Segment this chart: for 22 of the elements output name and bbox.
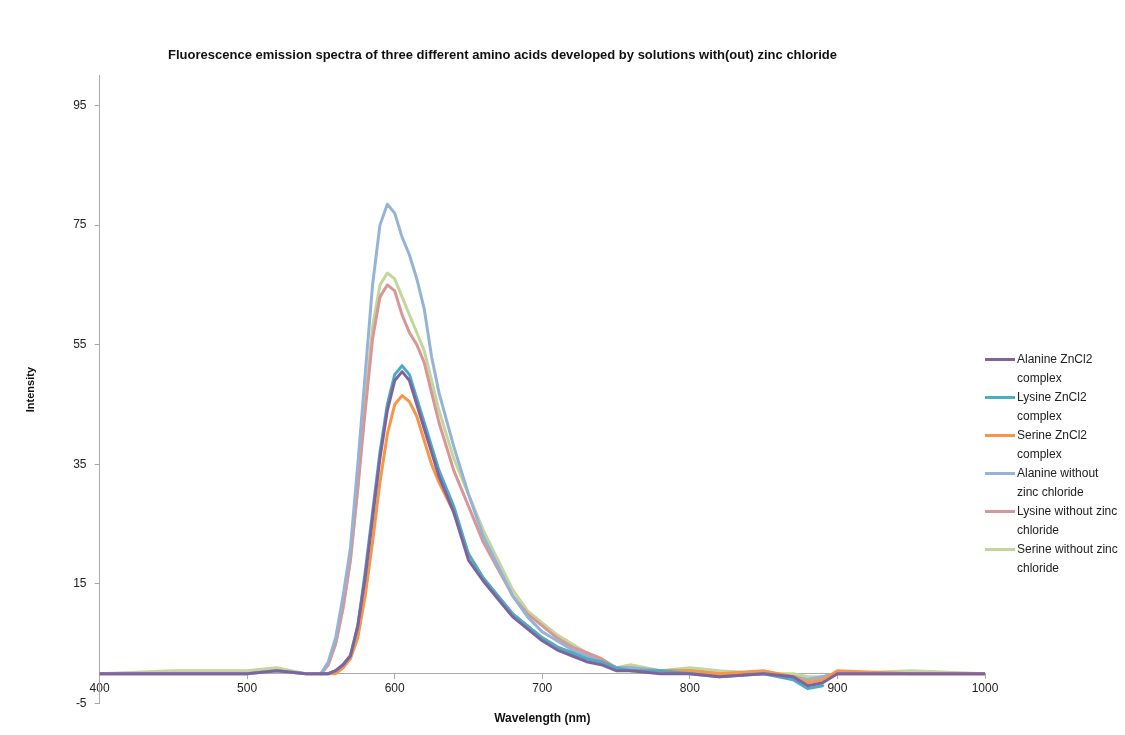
- y-axis-title: Intensity: [23, 366, 36, 413]
- x-tick-label: 500: [237, 681, 258, 696]
- x-tick-label: 1000: [971, 681, 999, 696]
- x-tick-label: 600: [384, 681, 406, 696]
- x-axis-title: Wavelength (nm): [494, 711, 591, 726]
- legend-label: Lysine ZnCl2 complex: [1017, 389, 1088, 425]
- x-tick-label: 700: [532, 681, 553, 696]
- y-tick-label: 55: [73, 337, 87, 352]
- legend-label: Serine ZnCl2 complex: [1017, 427, 1089, 463]
- x-tick-label: 900: [827, 681, 848, 696]
- y-tick-label: 95: [73, 97, 87, 112]
- legend-label: Lysine without zinc chloride: [1017, 503, 1119, 539]
- legend-label: Alanine ZnCl2 complex: [1017, 351, 1094, 387]
- y-tick-label: 15: [73, 576, 87, 591]
- y-tick-label: 35: [73, 456, 87, 471]
- x-tick-label: 800: [679, 681, 701, 696]
- chart-title: Fluorescence emission spectra of three different amino acids developed by solutions with(out) zinc chloride: [168, 47, 837, 63]
- legend-label: Serine without zinc chloride: [1017, 541, 1119, 577]
- legend-label: Alanine without zinc chloride: [1017, 465, 1100, 501]
- x-tick-label: 400: [89, 681, 110, 696]
- y-tick-label: -5: [75, 695, 87, 710]
- y-tick-label: 75: [73, 217, 87, 232]
